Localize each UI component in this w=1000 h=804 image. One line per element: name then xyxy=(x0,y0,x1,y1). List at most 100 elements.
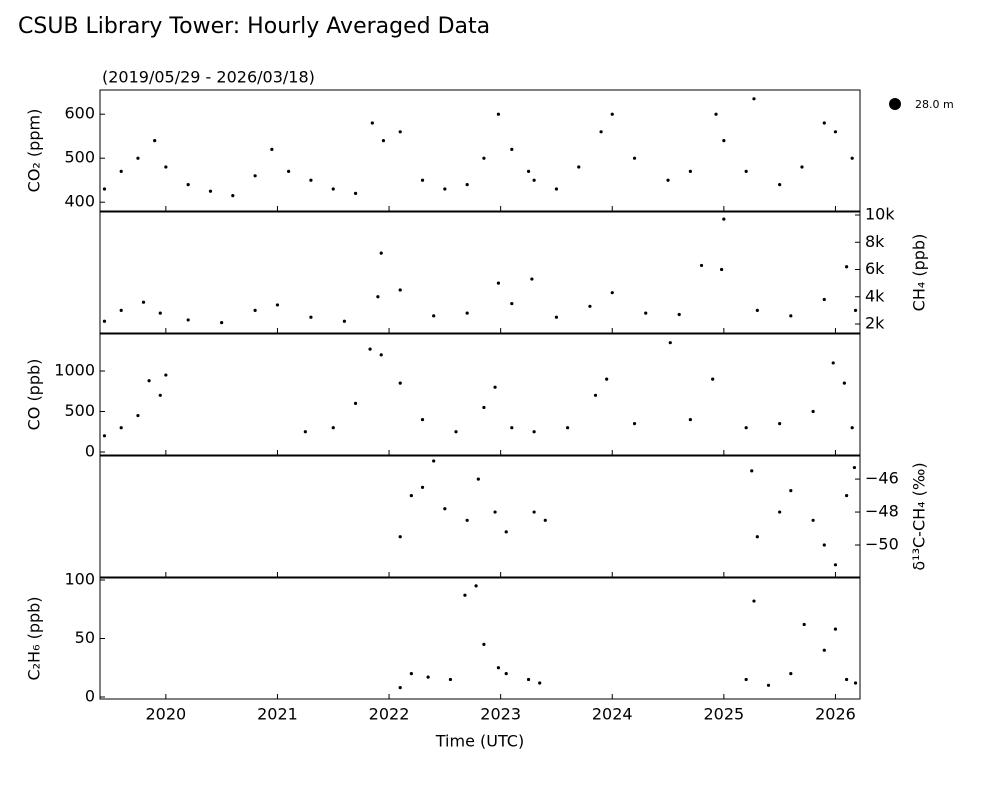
data-point xyxy=(309,178,313,182)
data-point xyxy=(554,315,559,319)
data-point xyxy=(822,648,826,652)
data-point xyxy=(136,156,140,160)
data-point xyxy=(744,426,748,430)
y-tick-label: 400 xyxy=(64,192,95,211)
y-tick-label: 4k xyxy=(865,286,885,305)
data-point xyxy=(420,485,425,489)
x-tick-label: 2022 xyxy=(369,705,410,724)
panel-frame xyxy=(99,89,861,212)
data-point xyxy=(443,507,447,511)
data-point xyxy=(432,459,436,463)
data-point xyxy=(778,183,782,187)
data-point xyxy=(632,156,637,160)
data-point xyxy=(722,139,726,143)
data-point xyxy=(833,563,838,567)
data-point xyxy=(496,666,501,670)
data-point xyxy=(632,422,637,426)
data-point xyxy=(699,263,704,268)
data-point xyxy=(275,303,280,307)
x-tick-label: 2021 xyxy=(257,705,298,724)
y-axis-label: C₂H₆ (ppb) xyxy=(25,596,44,680)
data-point xyxy=(688,418,692,422)
data-point xyxy=(353,191,358,195)
data-point xyxy=(510,147,514,151)
y-tick-label: 10k xyxy=(865,204,895,223)
data-point xyxy=(231,194,235,198)
data-point xyxy=(752,599,756,603)
y-tick-label: 100 xyxy=(64,569,95,588)
data-point xyxy=(714,112,718,116)
data-point xyxy=(822,121,826,125)
data-point xyxy=(102,434,107,438)
data-point xyxy=(331,426,335,430)
data-point xyxy=(208,189,213,193)
data-point xyxy=(532,178,536,182)
data-point xyxy=(158,311,162,315)
data-point xyxy=(666,178,670,182)
data-point xyxy=(668,341,672,345)
data-point xyxy=(476,477,480,481)
data-point xyxy=(543,518,547,522)
panel-frame xyxy=(99,455,861,578)
data-point xyxy=(504,530,508,534)
data-point xyxy=(465,311,469,315)
data-point xyxy=(845,493,849,498)
data-point xyxy=(744,677,748,682)
data-point xyxy=(381,139,386,143)
x-tick-label: 2025 xyxy=(703,705,744,724)
data-point xyxy=(136,413,140,418)
data-point xyxy=(588,304,592,308)
data-point xyxy=(270,147,274,151)
data-point xyxy=(463,593,467,597)
data-point xyxy=(853,681,858,685)
data-point xyxy=(744,169,748,173)
data-point xyxy=(752,97,756,101)
data-point xyxy=(755,535,759,539)
data-point xyxy=(822,297,826,302)
data-point xyxy=(376,295,380,299)
data-point xyxy=(493,510,497,514)
y-tick-label: −48 xyxy=(865,502,899,521)
chart-subtitle: (2019/05/29 - 2026/03/18) xyxy=(102,68,315,87)
y-tick-label: 1000 xyxy=(54,361,95,380)
data-point xyxy=(610,112,614,116)
data-point xyxy=(526,677,531,682)
y-tick-label: 0 xyxy=(85,442,95,461)
data-point xyxy=(379,353,383,357)
data-point xyxy=(158,393,162,397)
x-tick-label: 2023 xyxy=(480,705,521,724)
data-point xyxy=(420,178,425,182)
data-point xyxy=(482,642,486,646)
data-point xyxy=(845,265,849,269)
data-point xyxy=(474,584,478,588)
data-point xyxy=(287,169,291,173)
data-point xyxy=(409,493,413,498)
data-point xyxy=(164,165,168,169)
x-tick-label: 2024 xyxy=(592,705,633,724)
data-point xyxy=(720,267,724,272)
y-tick-label: 2k xyxy=(865,314,885,333)
data-point xyxy=(102,187,107,191)
data-point xyxy=(432,314,436,318)
y-tick-label: 8k xyxy=(865,232,885,251)
legend-label: 28.0 m xyxy=(915,98,954,111)
data-point xyxy=(850,426,854,430)
data-point xyxy=(554,187,559,191)
data-point xyxy=(303,430,307,434)
data-point xyxy=(398,535,402,539)
data-point xyxy=(800,165,804,169)
data-point xyxy=(420,418,425,422)
data-point xyxy=(755,308,759,312)
y-tick-label: 6k xyxy=(865,259,885,278)
x-tick-label: 2020 xyxy=(145,705,186,724)
data-point xyxy=(605,377,609,381)
data-point xyxy=(778,510,782,514)
data-point xyxy=(850,156,854,160)
y-tick-label: 0 xyxy=(85,687,95,706)
y-tick-label: 500 xyxy=(64,148,95,167)
data-point xyxy=(789,489,793,493)
y-axis-label: CO₂ (ppm) xyxy=(25,109,44,193)
data-point xyxy=(811,518,815,522)
data-point xyxy=(119,169,123,173)
